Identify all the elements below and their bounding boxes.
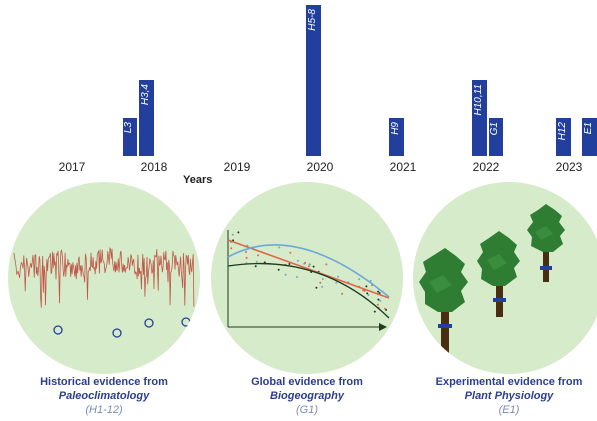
year-2022: 2022 <box>472 160 500 174</box>
scatter-point <box>296 259 299 262</box>
scatter-point <box>363 289 366 292</box>
bar-H10-11: H10,11 <box>472 80 487 156</box>
bar-label: H10,11 <box>473 84 484 116</box>
scatter-point <box>257 254 260 257</box>
scatter-point <box>245 251 247 253</box>
year-2023: 2023 <box>555 160 583 174</box>
year-2018: 2018 <box>140 160 168 174</box>
bar-L3: L3 <box>123 118 137 156</box>
caption-codes: (E1) <box>498 403 520 416</box>
scatter-point <box>377 290 380 293</box>
caption-biogeography: Global evidence from Biogeography (G1) <box>207 376 407 417</box>
caption-codes: (H1-12) <box>85 403 123 416</box>
event-marker <box>144 318 154 328</box>
tree-icon <box>419 248 468 354</box>
caption-field: Biogeography <box>270 389 344 402</box>
axis-title-years: Years <box>183 174 213 186</box>
scatter-point <box>295 276 298 278</box>
x-axis-arrow <box>379 323 387 331</box>
bar-E1: E1 <box>582 118 597 156</box>
dark-trend-curve <box>227 262 390 319</box>
trees-icon <box>419 204 565 354</box>
scatter-point <box>230 247 233 250</box>
bar-label: E1 <box>583 122 594 135</box>
scatter-point <box>321 278 324 280</box>
scatter-point <box>379 299 382 302</box>
scatter-point <box>366 292 369 295</box>
year-2021: 2021 <box>389 160 417 174</box>
event-marker <box>181 317 191 327</box>
bar-H5-8: H5-8 <box>306 5 321 156</box>
tree-icon <box>477 231 520 317</box>
scatter-point <box>319 281 322 284</box>
scatter-point <box>245 256 248 259</box>
caption-line1: Historical evidence from <box>40 376 168 388</box>
paleoclimate-panel <box>8 182 200 374</box>
blue-trend-curve <box>227 244 390 298</box>
scatter-point <box>337 275 340 278</box>
paleo-series-line <box>13 246 195 308</box>
year-2019: 2019 <box>223 160 251 174</box>
scatter-points <box>230 231 387 313</box>
caption-line1: Global evidence from <box>251 376 363 388</box>
scatter-point <box>288 263 291 265</box>
scatter-point <box>289 251 292 254</box>
scatter-point <box>377 298 380 301</box>
red-trend-line <box>227 239 390 299</box>
caption-field: Paleoclimatology <box>58 389 150 402</box>
caption-plant-physiology: Experimental evidence from Plant Physiol… <box>409 376 597 417</box>
scatter-point <box>325 263 328 266</box>
scatter-point <box>358 278 361 281</box>
scatter-point <box>284 273 287 276</box>
bar-label: H5-8 <box>307 9 318 31</box>
scatter-point <box>341 292 344 295</box>
scatter-point <box>255 260 258 263</box>
scatter-point <box>335 281 338 284</box>
bar-G1: G1 <box>489 118 503 156</box>
tree-icon <box>527 204 565 282</box>
bar-label: H9 <box>390 122 401 135</box>
scatter-point <box>315 286 318 289</box>
paleoclimate-timeseries-icon <box>13 246 195 338</box>
bar-H12: H12 <box>556 118 571 156</box>
caption-codes: (G1) <box>296 403 318 416</box>
year-2017: 2017 <box>58 160 86 174</box>
scatter-point <box>307 265 310 268</box>
bar-label: G1 <box>489 122 500 136</box>
scatter-point <box>312 265 315 268</box>
scatter-point <box>365 285 368 288</box>
plant-physiology-panel <box>413 182 597 374</box>
scatter-point <box>369 279 372 282</box>
caption-line1: Experimental evidence from <box>435 376 583 388</box>
scatter-point <box>308 263 311 266</box>
bar-H3-4: H3,4 <box>139 80 154 156</box>
caption-paleoclimatology: Historical evidence from Paleoclimatolog… <box>4 376 204 417</box>
scatter-point <box>367 294 370 296</box>
year-2020: 2020 <box>306 160 334 174</box>
scatter-point <box>373 310 376 313</box>
bar-label: H12 <box>557 122 568 141</box>
scatter-point <box>278 246 281 249</box>
caption-field: Plant Physiology <box>464 389 554 402</box>
event-marker <box>53 325 63 335</box>
scatter-point <box>376 303 379 306</box>
scatter-point <box>231 233 234 236</box>
biogeography-scatter-icon <box>227 230 390 331</box>
scatter-point <box>384 307 387 310</box>
scatter-point <box>237 231 240 234</box>
scatter-point <box>277 268 280 271</box>
bar-label: L3 <box>123 122 134 134</box>
scatter-point <box>321 285 324 288</box>
scatter-point <box>254 265 257 268</box>
event-marker <box>112 328 122 338</box>
bar-H9: H9 <box>389 118 404 156</box>
biogeography-panel <box>211 182 403 374</box>
scatter-point <box>304 261 307 264</box>
bar-label: H3,4 <box>140 84 151 106</box>
